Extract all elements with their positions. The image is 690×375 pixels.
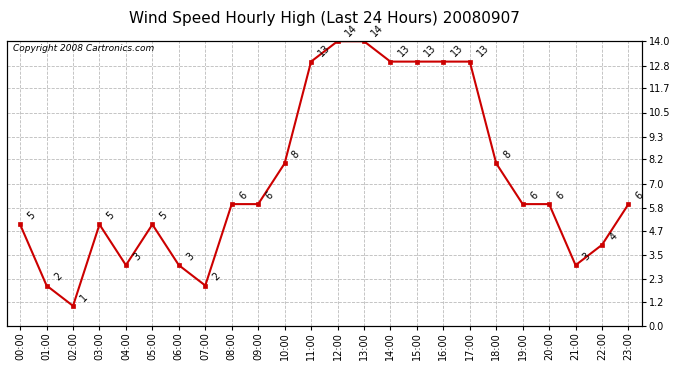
Text: 13: 13 (475, 43, 491, 59)
Text: 8: 8 (290, 149, 302, 160)
Text: 2: 2 (211, 271, 222, 283)
Text: 13: 13 (422, 43, 438, 59)
Text: 1: 1 (79, 292, 90, 303)
Text: 5: 5 (26, 210, 37, 222)
Text: 3: 3 (132, 251, 143, 262)
Text: Wind Speed Hourly High (Last 24 Hours) 20080907: Wind Speed Hourly High (Last 24 Hours) 2… (129, 11, 520, 26)
Text: 6: 6 (555, 190, 566, 201)
Text: 3: 3 (184, 251, 196, 262)
Text: 2: 2 (52, 271, 63, 283)
Text: 6: 6 (529, 190, 540, 201)
Text: 6: 6 (237, 190, 248, 201)
Text: 6: 6 (634, 190, 645, 201)
Text: 13: 13 (396, 43, 412, 59)
Text: 13: 13 (317, 43, 333, 59)
Text: Copyright 2008 Cartronics.com: Copyright 2008 Cartronics.com (13, 44, 155, 53)
Text: 5: 5 (105, 210, 117, 222)
Text: 14: 14 (343, 23, 359, 39)
Text: 3: 3 (581, 251, 593, 262)
Text: 8: 8 (502, 149, 513, 160)
Text: 13: 13 (449, 43, 464, 59)
Text: 6: 6 (264, 190, 275, 201)
Text: 5: 5 (158, 210, 170, 222)
Text: 14: 14 (370, 23, 385, 39)
Text: 4: 4 (608, 231, 619, 242)
